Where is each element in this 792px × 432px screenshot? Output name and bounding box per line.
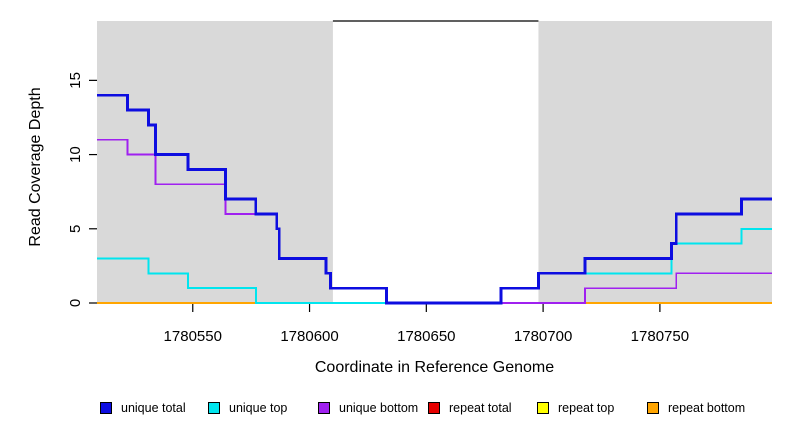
legend-swatch-repeat-total [428,402,440,414]
shaded-region [97,21,333,303]
legend-label: unique bottom [339,401,419,415]
x-tick-label: 1780650 [397,328,455,345]
legend-item-repeat-bottom: repeat bottom [647,401,745,415]
x-tick-label: 1780600 [280,328,338,345]
y-tick-label: 15 [67,72,84,89]
legend-label: unique top [229,401,288,415]
x-tick-label: 1780550 [164,328,222,345]
legend-item-unique-top: unique top [208,401,287,415]
legend-item-repeat-total: repeat total [428,401,512,415]
legend-swatch-unique-top [208,402,220,414]
y-axis-title: Read Coverage Depth [27,87,44,247]
legend-swatch-unique-bottom [318,402,330,414]
legend-label: unique total [121,401,186,415]
legend-item-unique-bottom: unique bottom [318,401,418,415]
legend-swatch-unique-total [100,402,112,414]
y-tick-label: 5 [67,225,84,233]
legend-swatch-repeat-top [537,402,549,414]
legend-label: repeat total [449,401,512,415]
shaded-region [538,21,772,303]
y-tick-label: 0 [67,299,84,307]
coverage-plot-canvas: 1780550 1780600 1780650 1780700 1780750 0 5 10 1… [67,20,772,345]
series-unique-total [97,93,772,305]
x-axis-title: Coordinate in Reference Genome [314,359,555,376]
legend-label: repeat top [558,401,615,415]
legend-swatch-repeat-bottom [647,402,659,414]
x-tick-label: 1780750 [631,328,689,345]
y-tick-label: 10 [67,146,84,163]
x-tick-label: 1780700 [514,328,572,345]
legend-item-repeat-top: repeat top [537,401,614,415]
legend-label: repeat bottom [668,401,746,415]
legend-item-unique-total: unique total [100,401,186,415]
